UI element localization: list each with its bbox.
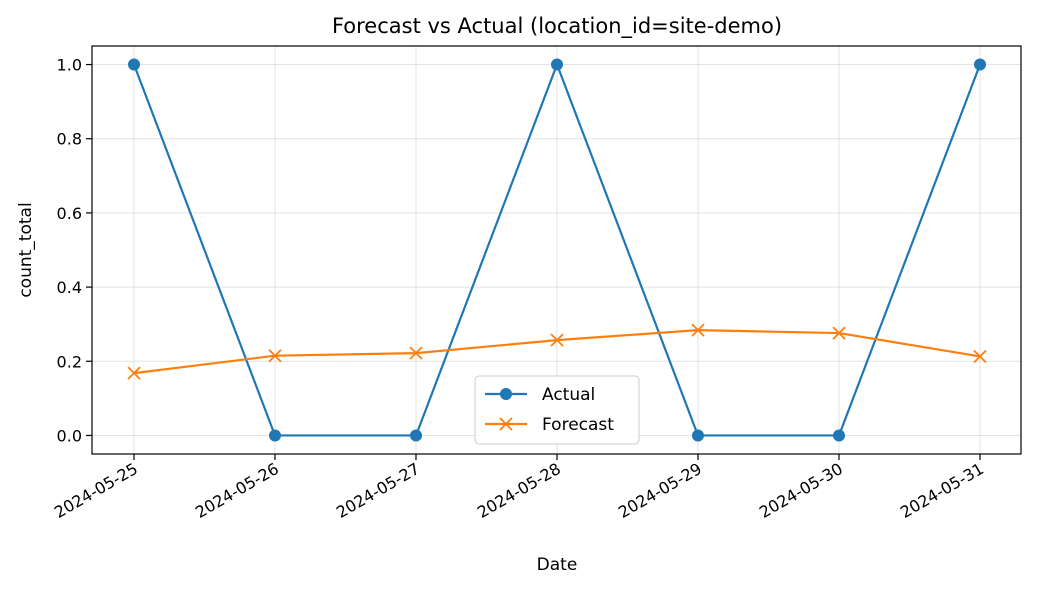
data-point-actual xyxy=(269,429,281,442)
y-tick-label: 0.8 xyxy=(57,130,82,149)
data-point-forecast xyxy=(973,349,987,364)
legend-forecast-label: Forecast xyxy=(542,415,614,435)
data-point-forecast xyxy=(832,326,846,340)
chart-title: Forecast vs Actual (location_id=site-dem… xyxy=(332,14,782,39)
legend-actual-marker xyxy=(500,388,512,400)
data-point-actual xyxy=(692,429,704,442)
y-tick-label: 0.4 xyxy=(57,278,82,297)
data-point-forecast xyxy=(550,333,564,347)
data-point-actual xyxy=(410,429,422,442)
data-point-forecast xyxy=(691,323,705,337)
y-tick-label: 1.0 xyxy=(57,56,82,75)
series-layer xyxy=(127,58,987,442)
x-axis-label: Date xyxy=(537,555,578,575)
data-point-actual xyxy=(128,58,140,71)
legend: Actual Forecast xyxy=(474,375,640,445)
legend-actual-label: Actual xyxy=(542,385,595,405)
data-point-actual xyxy=(833,429,845,442)
data-point-actual xyxy=(551,58,563,71)
data-point-actual xyxy=(974,58,986,71)
data-point-forecast xyxy=(127,366,141,380)
y-tick-label: 0.6 xyxy=(57,204,82,223)
y-axis-label: count_total xyxy=(16,202,36,297)
legend-forecast-marker xyxy=(499,417,513,431)
y-tick-label: 0.0 xyxy=(57,426,82,445)
data-point-forecast xyxy=(268,349,282,363)
data-point-forecast xyxy=(409,346,423,360)
y-tick-label: 0.2 xyxy=(57,352,82,371)
